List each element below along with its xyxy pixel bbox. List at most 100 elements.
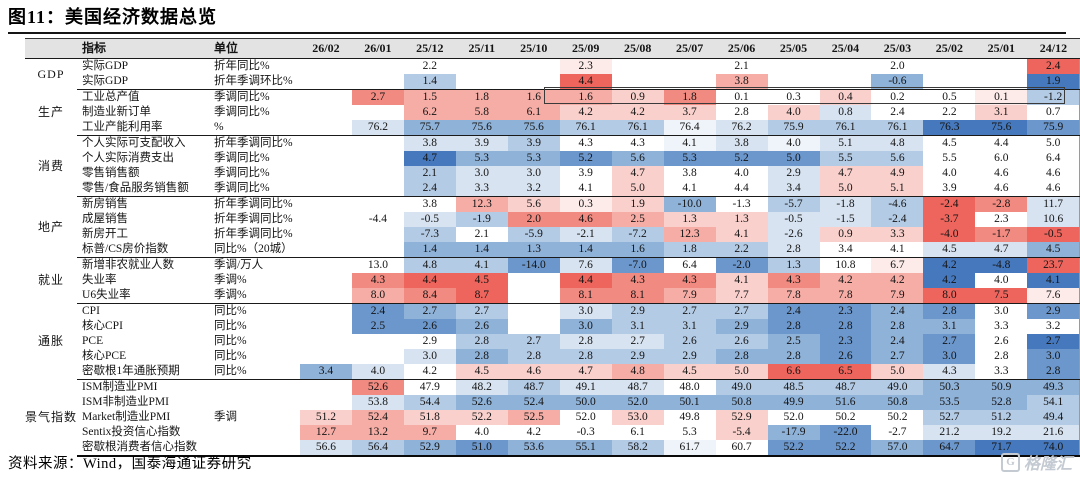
data-cell: 75.9: [767, 120, 820, 136]
indicator-label: 工业总产值: [82, 91, 140, 103]
data-cell: 1.9: [1027, 74, 1080, 90]
data-cell: [351, 181, 404, 197]
table-row: 生产 工业总产值 季调同比% 2.7 1.5 1.8 1.6 1.6 0.9 1.8 0.1 0.3 0…: [25, 89, 1080, 119]
data-cell: [612, 59, 664, 75]
data-cell: [508, 59, 560, 75]
data-cell: 5.5: [923, 151, 976, 166]
unit-label: 同比%: [213, 335, 247, 347]
data-cell: 4.4: [559, 74, 612, 90]
data-cell: 1.4: [403, 242, 456, 258]
data-cell: 6.1: [611, 425, 664, 440]
data-cell: 4.0: [923, 166, 976, 181]
group-label: 就业: [38, 273, 65, 287]
data-cell: 8.7: [455, 288, 508, 304]
data-cell: 76.1: [871, 120, 924, 136]
data-cell: 52.4: [507, 395, 560, 410]
data-cell: 5.0: [819, 181, 872, 197]
data-cell: 2.8: [975, 349, 1028, 364]
data-cell: -7.2: [611, 227, 664, 242]
data-cell: 2.7: [871, 349, 924, 364]
data-cell: 5.8: [455, 105, 508, 120]
data-cell: -22.0: [819, 425, 872, 440]
unit-label: 同比%: [213, 305, 247, 317]
data-cell: 52.0: [611, 395, 664, 410]
gelonghui-watermark-label: 格隆汇: [1023, 456, 1072, 473]
data-cell: [300, 90, 352, 106]
indicator-label: 个人实际可支配收入: [82, 137, 186, 149]
indicator-label: 成屋销售: [82, 213, 129, 225]
data-cell: 2.7: [923, 334, 976, 349]
data-cell: [300, 258, 352, 274]
title-underline: [8, 32, 1066, 34]
data-cell: 10.6: [1027, 212, 1080, 227]
data-cell: 75.6: [975, 120, 1028, 136]
data-cell: 3.2: [507, 181, 560, 197]
data-cell: 4.0: [351, 364, 404, 380]
data-cell: [300, 319, 352, 334]
data-cell: 2.8: [559, 349, 612, 364]
unit-label: 季调/万人: [213, 259, 264, 271]
data-cell: 47.9: [403, 379, 456, 395]
data-cell: -5.4: [715, 425, 768, 440]
data-cell: 3.9: [507, 135, 560, 151]
data-cell: 2.8: [715, 349, 768, 364]
group-label: 景气指数: [25, 410, 78, 425]
data-cell: [352, 151, 404, 166]
data-cell: [767, 74, 820, 90]
data-cell: 3.8: [715, 74, 768, 90]
indicator-label: PCE: [82, 335, 104, 347]
unit-label: 季调同比%: [211, 181, 300, 197]
indicator-label: 核心CPI: [82, 320, 123, 332]
data-cell: 4.3: [663, 273, 716, 288]
data-cell: 2.5: [611, 212, 664, 227]
data-cell: 1.3: [767, 257, 820, 273]
data-cell: [300, 197, 352, 213]
table-row: 景气指数 ISM制造业PMI 52.6 47.9 48.2 48.7 49.1 48.7 48.…: [25, 379, 1080, 424]
data-cell: 3.1: [663, 319, 716, 334]
data-cell: 4.7: [819, 166, 872, 181]
data-cell: 4.0: [715, 166, 768, 181]
table-row: ISM非制造业PMI 53.8 54.4 52.6 52.4 50.0 52.0 50.1 50…: [25, 395, 1080, 410]
data-cell: 5.2: [715, 151, 768, 166]
data-cell: [507, 288, 560, 304]
data-cell: [352, 59, 404, 75]
data-cell: 4.5: [1027, 242, 1080, 258]
table-row: 制造业新订单 季调同比% 6.2 5.8 6.1 4.2 4.2 3.7 2.8 4.0 0.8 2.…: [25, 105, 1080, 120]
data-cell: -2.8: [975, 196, 1028, 212]
data-cell: [351, 74, 404, 90]
data-cell: [352, 105, 404, 120]
data-cell: 3.0: [923, 349, 976, 364]
data-cell: 4.5: [455, 273, 508, 288]
table-row: U6失业率 季调% 8.0 8.4 8.7 8.1 8.1 7.9 7.7 7.8 7.8 7.9 8.…: [25, 288, 1080, 304]
data-cell: 58.2: [611, 440, 664, 457]
data-cell: 9.7: [403, 425, 456, 440]
data-cell: 4.1: [663, 181, 716, 197]
data-cell: 51.6: [819, 395, 872, 410]
data-cell: 1.8: [663, 242, 716, 258]
table-row: 工业产能利用率% 76.2 75.7 75.6 75.6 76.1 76.1 76.4 76.2…: [25, 120, 1080, 136]
data-cell: 4.2: [923, 273, 976, 288]
data-cell: 48.7: [507, 379, 560, 395]
data-cell: -7.3: [403, 227, 456, 242]
unit-label: [212, 425, 300, 440]
data-cell: 51.2: [299, 410, 352, 425]
data-cell: 2.9: [403, 334, 456, 349]
data-cell: 4.4: [403, 273, 456, 288]
data-cell: 3.8: [715, 135, 768, 151]
source-note: 资料来源：Wind，国泰海通证券研究: [8, 456, 252, 472]
unit-label: 折年季调同比%: [213, 137, 293, 149]
data-cell: 3.0: [1027, 349, 1080, 364]
data-cell: 4.2: [871, 273, 924, 288]
data-cell: 2.8: [455, 349, 508, 364]
data-cell: 2.4: [1027, 58, 1080, 74]
data-cell: 1.3: [663, 212, 716, 227]
indicator-label: 密歇根消费者信心指数: [77, 440, 212, 457]
data-cell: 4.9: [871, 166, 924, 181]
data-cell: 5.3: [455, 151, 508, 166]
data-cell: [508, 304, 560, 320]
data-cell: 51.2: [975, 410, 1028, 425]
data-cell: 76.2: [351, 120, 404, 136]
data-cell: 8.0: [923, 288, 976, 304]
indicator-label: 工业产能利用率: [77, 120, 212, 136]
data-cell: 3.3: [975, 364, 1028, 380]
